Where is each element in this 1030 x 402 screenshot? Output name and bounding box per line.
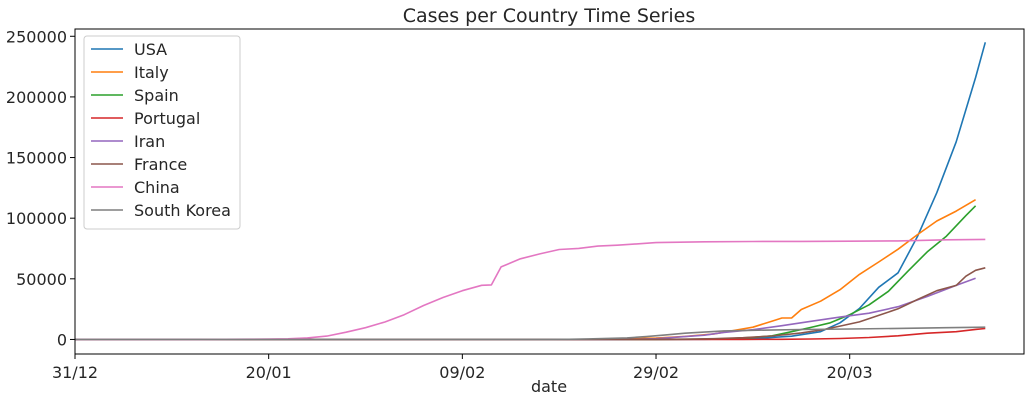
series-line-south-korea <box>75 326 986 341</box>
x-tick-label: 31/12 <box>52 363 98 382</box>
legend: USA Italy Spain Portugal Iran France China Sout… <box>83 35 241 230</box>
plot-frame <box>74 28 1025 355</box>
legend-label: Spain <box>134 86 179 105</box>
y-tick-label: 50000 <box>16 270 67 289</box>
y-tick-label: 200000 <box>6 88 67 107</box>
y-tick-label: 250000 <box>6 27 67 46</box>
y-tick-label: 150000 <box>6 149 67 168</box>
legend-label: France <box>134 155 187 174</box>
series-lines <box>75 42 987 341</box>
y-tick-label: 0 <box>57 330 67 349</box>
chart-title: Cases per Country Time Series <box>403 5 696 27</box>
legend-label: China <box>134 178 180 197</box>
x-axis: 31/12 20/01 09/02 29/02 20/03 <box>52 354 873 382</box>
x-tick-label: 20/03 <box>827 363 873 382</box>
legend-box <box>83 35 241 230</box>
x-tick-label: 09/02 <box>439 363 485 382</box>
legend-label: South Korea <box>134 201 231 220</box>
y-axis: 0 50000 100000 150000 200000 250000 <box>6 27 75 349</box>
y-tick-label: 100000 <box>6 209 67 228</box>
legend-label: USA <box>134 40 167 59</box>
series-line-china <box>75 238 986 341</box>
series-line-portugal <box>75 327 986 341</box>
x-axis-title: date <box>531 377 567 396</box>
x-tick-label: 29/02 <box>633 363 679 382</box>
legend-label: Portugal <box>134 109 200 128</box>
series-line-france <box>75 267 986 341</box>
legend-label: Italy <box>134 63 169 82</box>
x-tick-label: 20/01 <box>246 363 292 382</box>
legend-label: Iran <box>134 132 165 151</box>
